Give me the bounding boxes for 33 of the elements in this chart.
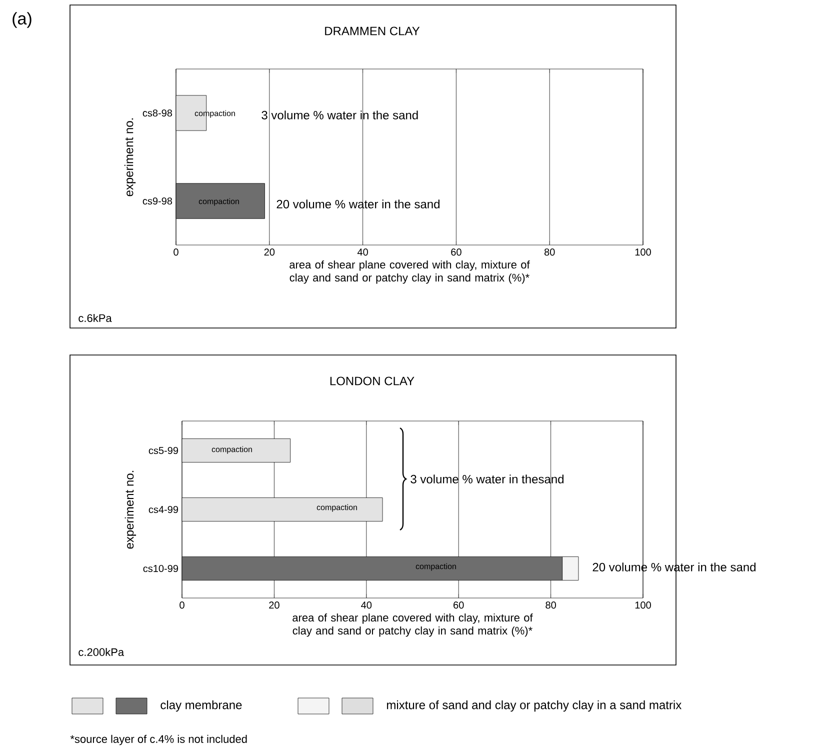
legend-label: mixture of sand and clay or patchy clay in a sand matrix (387, 700, 682, 712)
x-tick-label: 80 (546, 602, 556, 609)
y-tick-label: cs4-99 (148, 506, 178, 514)
x-tick-label: 40 (357, 248, 368, 256)
y-tick-label: cs8-98 (142, 109, 172, 117)
x-tick-label: 60 (451, 248, 462, 256)
annotation: compaction (198, 198, 239, 206)
x-tick-label: 0 (180, 602, 184, 609)
x-tick-label: 40 (361, 602, 372, 609)
text: c.200kPa (78, 648, 124, 656)
x-axis-title: area of shear plane covered with clay, mixture of clay and sand or patchy clay in sand matrix (%)* (290, 260, 530, 284)
x-tick-label: 80 (544, 248, 555, 256)
x-tick-label: 0 (174, 248, 178, 256)
x-tick-label: 20 (269, 602, 280, 609)
y-axis-title: experiment no. (124, 470, 136, 549)
text: c.6kPa (78, 314, 112, 322)
x-tick-label: 20 (264, 248, 275, 256)
x-tick-label: 60 (454, 602, 464, 609)
x-tick-label: 100 (635, 602, 651, 609)
y-tick-label: cs9-98 (142, 197, 172, 205)
annotation: compaction (416, 563, 456, 571)
y-tick-label: cs10-99 (143, 564, 178, 572)
chart-title: DRAMMEN CLAY (325, 26, 420, 36)
chart-title: LONDON CLAY (330, 376, 414, 386)
y-axis-title: experiment no. (124, 118, 136, 196)
text: (a) (12, 12, 32, 28)
annotation: compaction (316, 504, 357, 512)
x-axis-title: area of shear plane covered with clay, mixture of clay and sand or patchy clay in sand matrix (%)* (292, 613, 533, 637)
y-tick-label: cs5-99 (148, 446, 178, 454)
legend-label: clay membrane (160, 700, 242, 712)
x-tick-label: 100 (635, 248, 651, 256)
annotation: compaction (212, 446, 252, 454)
text: *source layer of c.4% is not included (70, 734, 247, 746)
